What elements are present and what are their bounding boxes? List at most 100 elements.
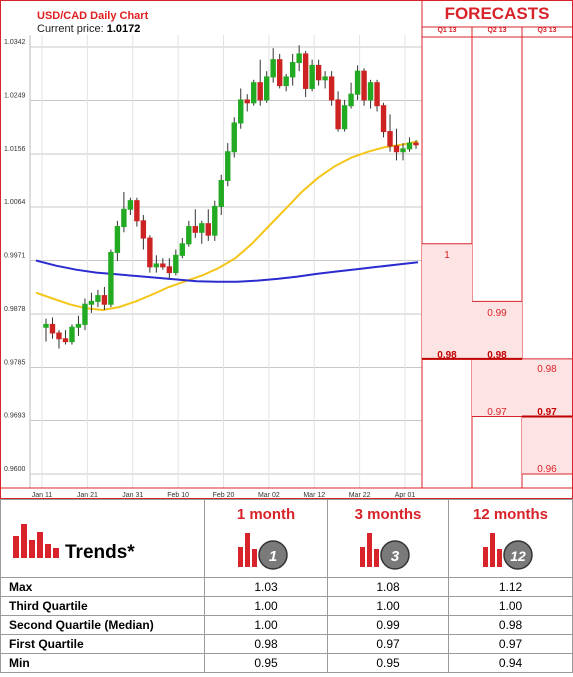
candle <box>335 91 341 132</box>
q3-max-label: 0.98 <box>537 364 557 375</box>
candle <box>289 53 296 86</box>
candle-body <box>406 142 413 150</box>
candle-body <box>367 82 374 101</box>
cell-12m: 1.12 <box>448 577 573 597</box>
candle-body <box>231 122 237 153</box>
trend-col-label: 1 month <box>236 506 296 523</box>
x-tick-label: Jan 31 <box>122 492 143 499</box>
candle-body <box>270 59 276 78</box>
candle <box>276 53 283 89</box>
candle-body <box>205 223 211 236</box>
trend-col-label: 12 months <box>472 506 548 523</box>
candle <box>75 315 82 336</box>
q1-max-label: 1 <box>444 250 450 261</box>
badge-number: 1 <box>269 548 277 565</box>
cell-12m: 0.97 <box>448 634 573 654</box>
candle-body <box>218 180 224 207</box>
candle <box>367 79 374 109</box>
trend-col-12m: 12 months 12 <box>448 499 573 578</box>
candle <box>205 209 211 241</box>
candle <box>380 102 387 138</box>
forecast-boxes <box>421 0 573 488</box>
trend-col-label: 3 months <box>354 506 422 523</box>
moving-average-fast <box>35 140 419 312</box>
cell-1m: 0.98 <box>204 634 328 654</box>
candle-body <box>387 131 393 147</box>
candle-body <box>173 254 179 274</box>
cell-1m: 1.00 <box>204 615 328 635</box>
candle <box>406 137 413 152</box>
y-tick-label: 0.9600 <box>4 466 26 473</box>
candle <box>328 71 335 106</box>
candle-body <box>69 326 75 343</box>
trends-table: Trends* 1 month 1 3 months 3 12 mont <box>0 499 573 673</box>
candle <box>62 330 69 345</box>
trends-header-row: Trends* 1 month 1 3 months 3 12 mont <box>0 499 573 578</box>
candle <box>283 74 289 92</box>
candle <box>270 48 276 83</box>
moving-average-slow <box>35 259 419 283</box>
row-label: Min <box>0 653 205 673</box>
trend-col-1m: 1 month 1 <box>204 499 328 578</box>
quarter-header-q2: Q2 13 <box>487 27 507 34</box>
candle-body <box>160 263 166 268</box>
candle-body <box>101 295 108 305</box>
candle-body <box>289 62 296 78</box>
candle-body <box>354 70 361 95</box>
candle-body <box>238 99 244 124</box>
cell-1m: 1.03 <box>204 577 328 597</box>
candle <box>134 197 140 227</box>
candle-body <box>374 82 380 107</box>
candle-body <box>296 53 302 64</box>
y-tick-label: 0.9785 <box>4 360 26 367</box>
candle <box>56 330 62 349</box>
candle-body <box>393 145 400 153</box>
candle-body <box>56 332 62 340</box>
candle <box>348 82 354 109</box>
candle-body <box>121 208 127 228</box>
x-tick-label: Feb 20 <box>213 492 235 499</box>
candle <box>238 88 244 129</box>
candle-body <box>127 200 134 210</box>
row-label: Max <box>0 577 205 597</box>
candle <box>160 258 166 270</box>
candle <box>147 235 153 273</box>
q2-max-label: 0.99 <box>487 308 507 319</box>
x-axis-labels: Jan 11 Jan 21 Jan 31 Feb 10 Feb 20 Mar 02 Mar … <box>32 492 416 499</box>
y-tick-label: 1.0342 <box>4 39 26 46</box>
candle <box>95 289 101 308</box>
candle-body <box>43 323 49 328</box>
badge-number: 12 <box>510 548 526 564</box>
q3-median-label: 0.97 <box>537 407 557 418</box>
forex-chart: 1.0342 1.0249 1.0156 1.0064 0.9971 0.9878 0.97… <box>0 0 573 499</box>
y-tick-label: 1.0249 <box>4 93 26 100</box>
candle <box>153 255 160 273</box>
candle-body <box>400 148 406 153</box>
candle <box>199 220 205 244</box>
cell-3m: 0.95 <box>327 653 449 673</box>
candle-body <box>147 237 153 268</box>
candle-body <box>186 226 192 245</box>
candle-body <box>309 64 315 89</box>
candle <box>264 71 270 103</box>
candle <box>302 51 309 98</box>
candle <box>361 68 367 106</box>
trend-badge-12-icon: 12 <box>482 533 533 570</box>
table-row: Third Quartile 1.00 1.00 1.00 <box>0 596 573 616</box>
candle-body <box>380 105 387 133</box>
candle <box>127 197 134 216</box>
candle-body <box>114 226 121 253</box>
candle-body <box>166 266 173 274</box>
candle <box>186 220 192 247</box>
candle <box>341 99 348 132</box>
candle <box>192 209 198 239</box>
candle <box>69 324 75 345</box>
x-tick-label: Mar 02 <box>258 492 280 499</box>
candle <box>108 249 114 308</box>
price-label: Current price: <box>37 23 104 35</box>
candle <box>88 292 95 313</box>
candle-body <box>75 323 82 328</box>
forecasts-title: FORECASTS <box>444 4 550 23</box>
candle <box>43 318 49 342</box>
candle-body <box>49 323 56 334</box>
